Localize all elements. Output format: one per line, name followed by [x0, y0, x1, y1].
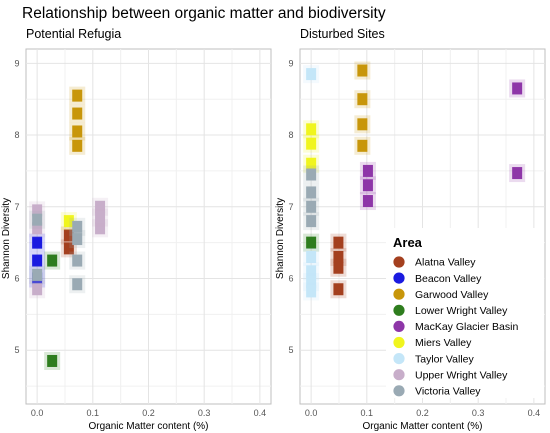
x-tick-label: 0.4 [528, 408, 541, 418]
panel-title: Disturbed Sites [300, 27, 385, 41]
y-tick-label: 8 [14, 130, 19, 140]
x-tick-label: 0.2 [142, 408, 155, 418]
data-point-victoria-valley [32, 213, 43, 226]
x-tick-label: 0.0 [31, 408, 44, 418]
data-point-beacon-valley [32, 236, 43, 249]
legend-label: Beacon Valley [415, 273, 482, 285]
x-tick-label: 0.1 [361, 408, 374, 418]
y-tick-label: 7 [14, 202, 19, 212]
data-point-victoria-valley [72, 254, 83, 267]
data-point-miers-valley [63, 215, 74, 228]
y-tick-label: 7 [288, 202, 293, 212]
data-point-victoria-valley [306, 215, 317, 228]
data-point-upper-wright-valley [95, 200, 106, 213]
data-point-miers-valley [306, 123, 317, 136]
data-point-upper-wright-valley [32, 204, 43, 217]
legend-background [386, 228, 544, 398]
data-point-garwood-valley [357, 139, 368, 152]
data-point-upper-wright-valley [95, 211, 106, 224]
legend-marker [393, 320, 405, 332]
data-point-lower-wright-valley [306, 236, 317, 249]
x-tick-label: 0.2 [416, 408, 429, 418]
data-point-mackay-glacier-basin [362, 164, 373, 177]
legend-label: Miers Valley [415, 337, 472, 349]
data-point-taylor-valley [306, 250, 317, 263]
data-point-alatna-valley [63, 242, 74, 255]
data-point-mackay-glacier-basin [512, 167, 523, 180]
data-point-garwood-valley [72, 125, 83, 138]
legend-label: Alatna Valley [415, 257, 476, 269]
data-point-taylor-valley [306, 68, 317, 81]
data-point-garwood-valley [357, 64, 368, 77]
panel-potential-refugia: Potential Refugia 0.0 0.1 0.2 0.3 0.4 5 6 7 8 9 Org… [1, 27, 272, 432]
legend-marker [393, 304, 405, 316]
data-point-victoria-valley [72, 278, 83, 291]
y-tick-label: 6 [288, 273, 293, 283]
data-point-taylor-valley [306, 265, 317, 278]
data-point-garwood-valley [357, 93, 368, 106]
legend-marker [393, 272, 405, 284]
data-point-garwood-valley [72, 139, 83, 152]
y-tick-label: 6 [14, 273, 19, 283]
legend-title: Area [393, 235, 423, 250]
data-point-mackay-glacier-basin [362, 195, 373, 208]
data-point-alatna-valley [333, 283, 344, 296]
legend-label: Upper Wright Valley [415, 369, 508, 381]
data-point-alatna-valley [333, 250, 344, 263]
x-tick-label: 0.3 [198, 408, 211, 418]
data-point-victoria-valley [306, 200, 317, 213]
y-tick-label: 9 [288, 58, 293, 68]
data-point-lower-wright-valley [47, 354, 58, 367]
legend-marker [393, 369, 405, 381]
legend-label: Taylor Valley [415, 353, 474, 365]
y-tick-label: 9 [14, 58, 19, 68]
x-axis-label: Organic Matter content (%) [362, 421, 482, 432]
data-point-alatna-valley [333, 261, 344, 274]
data-point-mackay-glacier-basin [512, 82, 523, 95]
data-point-garwood-valley [72, 89, 83, 102]
x-tick-label: 0.3 [472, 408, 485, 418]
data-point-mackay-glacier-basin [362, 179, 373, 192]
data-point-miers-valley [306, 137, 317, 150]
y-tick-label: 5 [14, 345, 19, 355]
data-point-victoria-valley [72, 233, 83, 246]
data-point-taylor-valley [306, 285, 317, 298]
data-point-lower-wright-valley [47, 254, 58, 267]
legend-label: Lower Wright Valley [415, 305, 508, 317]
legend-label: Victoria Valley [415, 386, 481, 398]
data-point-taylor-valley [306, 276, 317, 289]
data-point-upper-wright-valley [32, 283, 43, 296]
y-axis-label: Shannon Diversity [1, 198, 12, 279]
data-point-victoria-valley [306, 168, 317, 181]
legend-label: MacKay Glacier Basin [415, 321, 518, 333]
data-point-victoria-valley [306, 186, 317, 199]
data-point-garwood-valley [357, 118, 368, 131]
legend-marker [393, 336, 405, 349]
x-tick-label: 0.4 [254, 408, 267, 418]
data-point-beacon-valley [32, 254, 43, 267]
data-point-upper-wright-valley [32, 222, 43, 235]
panel-title: Potential Refugia [26, 27, 121, 41]
data-point-upper-wright-valley [95, 222, 106, 235]
legend-label: Garwood Valley [415, 289, 489, 301]
legend-marker [393, 288, 405, 300]
x-axis-label: Organic Matter content (%) [88, 421, 208, 432]
data-point-alatna-valley [333, 236, 344, 249]
legend-marker [393, 385, 405, 397]
y-axis-label: Shannon Diversity [275, 198, 286, 279]
main-title: Relationship between organic matter and … [22, 5, 386, 22]
data-point-alatna-valley [63, 229, 74, 242]
x-tick-label: 0.1 [87, 408, 100, 418]
y-tick-label: 5 [288, 345, 293, 355]
y-tick-label: 8 [288, 130, 293, 140]
legend-marker [393, 256, 405, 268]
data-point-miers-valley [306, 157, 317, 170]
data-point-garwood-valley [72, 107, 83, 120]
legend-marker [393, 353, 405, 365]
x-tick-label: 0.0 [305, 408, 318, 418]
data-point-victoria-valley [72, 220, 83, 233]
data-point-victoria-valley [32, 268, 43, 281]
legend: Area Alatna Valley Beacon Valley Garwood Va… [386, 228, 544, 398]
